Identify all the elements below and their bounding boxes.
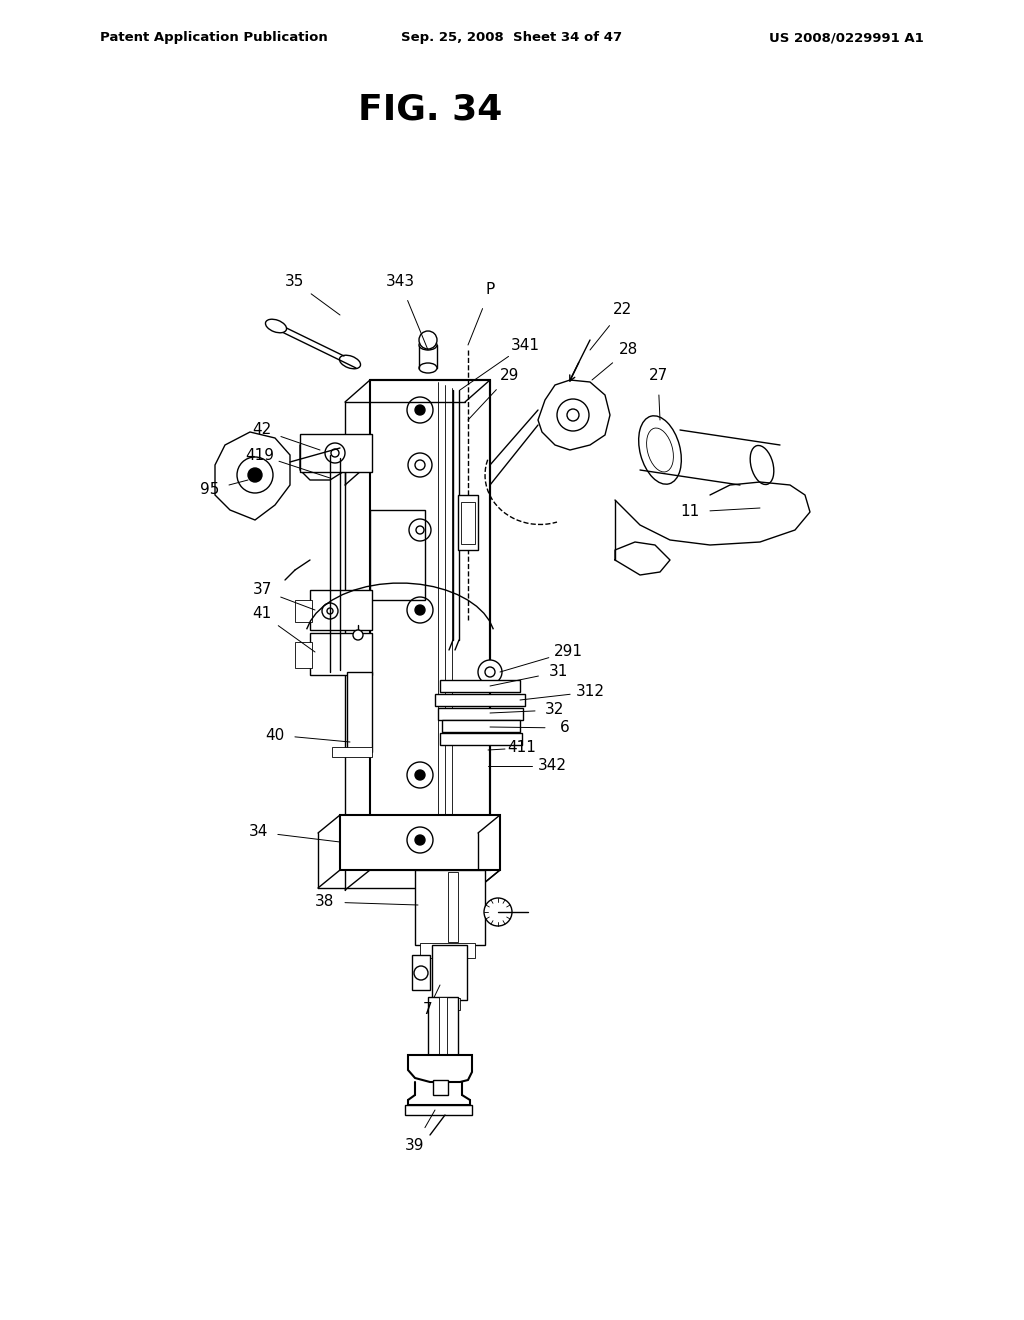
Text: 35: 35 [286, 275, 305, 289]
Text: 29: 29 [501, 367, 520, 383]
Bar [442, 719, 520, 733]
Polygon shape [215, 432, 290, 520]
Text: Sep. 25, 2008  Sheet 34 of 47: Sep. 25, 2008 Sheet 34 of 47 [401, 32, 623, 45]
Text: 40: 40 [265, 727, 285, 742]
Bar [439, 997, 447, 1055]
Text: 28: 28 [618, 342, 638, 358]
Text: 41: 41 [252, 606, 271, 622]
Bar [440, 733, 522, 744]
Polygon shape [408, 1055, 472, 1082]
Ellipse shape [639, 416, 681, 484]
Text: 312: 312 [575, 685, 604, 700]
Text: 22: 22 [612, 302, 632, 318]
Bar [310, 634, 372, 675]
Circle shape [478, 660, 502, 684]
Circle shape [353, 630, 362, 640]
Circle shape [415, 770, 425, 780]
Text: 39: 39 [406, 1138, 425, 1152]
Circle shape [407, 828, 433, 853]
Text: 31: 31 [548, 664, 567, 680]
Bar [440, 680, 520, 692]
Text: US 2008/0229991 A1: US 2008/0229991 A1 [769, 32, 924, 45]
Text: 95: 95 [201, 483, 220, 498]
Ellipse shape [265, 319, 287, 333]
Bar [300, 434, 372, 473]
Circle shape [415, 605, 425, 615]
Bar [449, 873, 458, 942]
Text: 38: 38 [315, 895, 335, 909]
Bar [438, 708, 523, 719]
Circle shape [419, 331, 437, 348]
Bar [310, 590, 372, 630]
Bar [295, 642, 312, 668]
Text: 411: 411 [508, 741, 537, 755]
Circle shape [248, 469, 262, 482]
Bar [370, 510, 425, 601]
Text: 343: 343 [385, 275, 415, 289]
Text: 419: 419 [246, 447, 274, 462]
Circle shape [415, 405, 425, 414]
Ellipse shape [340, 355, 360, 368]
Circle shape [484, 898, 512, 927]
Text: 7: 7 [423, 1002, 433, 1018]
Bar [295, 601, 312, 622]
Bar [442, 998, 460, 1010]
Circle shape [237, 457, 273, 492]
Text: 11: 11 [680, 504, 699, 520]
Text: 291: 291 [554, 644, 583, 660]
Ellipse shape [751, 445, 774, 484]
Text: P: P [485, 282, 495, 297]
Circle shape [414, 966, 428, 979]
Text: 342: 342 [538, 759, 566, 774]
Text: FIG. 34: FIG. 34 [357, 92, 502, 127]
Bar [332, 747, 372, 756]
Circle shape [557, 399, 589, 432]
Text: 32: 32 [546, 702, 564, 718]
Ellipse shape [419, 341, 437, 350]
Text: 42: 42 [252, 422, 271, 437]
Bar [428, 997, 458, 1055]
Bar [458, 495, 478, 550]
Text: Patent Application Publication: Patent Application Publication [100, 32, 328, 45]
Bar [420, 942, 475, 958]
Text: 34: 34 [248, 825, 267, 840]
Text: 6: 6 [560, 721, 570, 735]
Circle shape [415, 836, 425, 845]
Bar [461, 502, 475, 544]
Bar [412, 954, 430, 990]
Ellipse shape [646, 428, 674, 473]
Bar [432, 945, 467, 1001]
Text: 341: 341 [511, 338, 540, 352]
Bar [347, 672, 372, 752]
Bar [433, 1080, 449, 1096]
Text: 37: 37 [252, 582, 271, 598]
Bar [415, 870, 485, 945]
Polygon shape [538, 380, 610, 450]
Ellipse shape [419, 363, 437, 374]
Polygon shape [406, 1105, 472, 1115]
Text: 27: 27 [648, 367, 668, 383]
Bar [340, 814, 500, 870]
Bar [370, 380, 490, 870]
Bar [435, 694, 525, 706]
